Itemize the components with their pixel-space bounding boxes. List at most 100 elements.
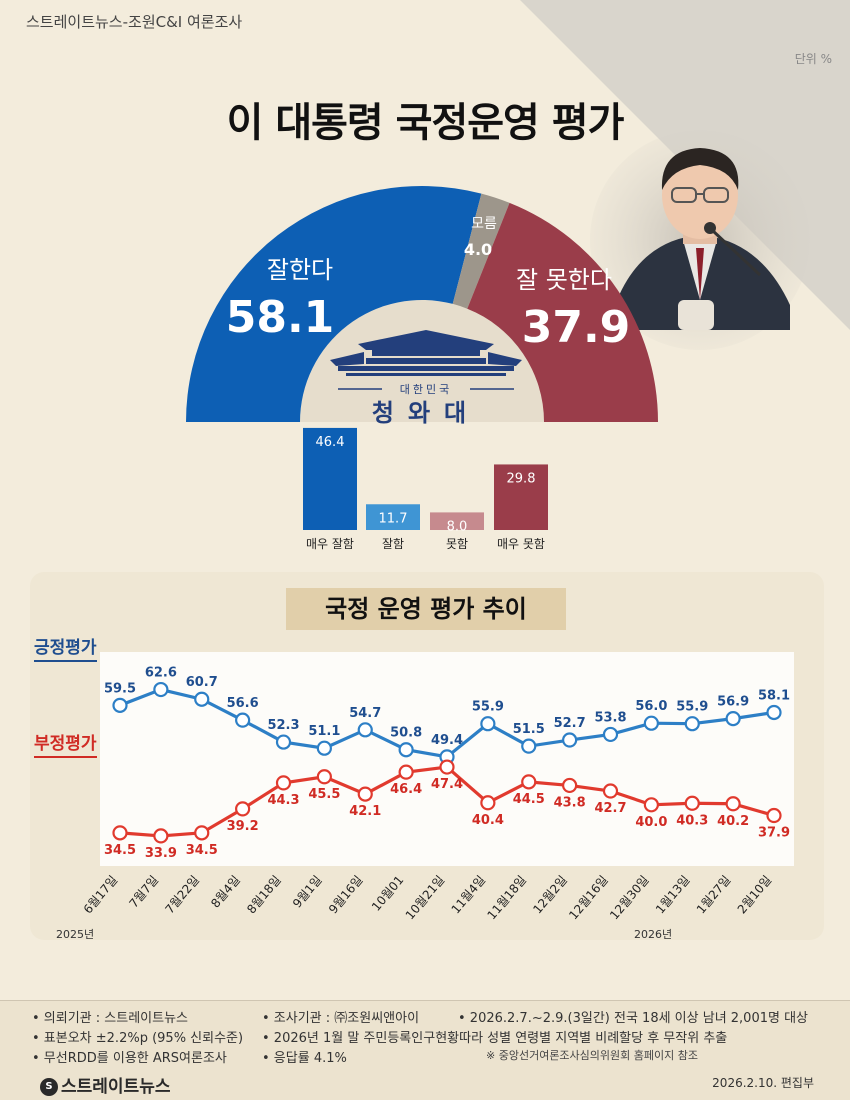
data-label: 54.7 [349,706,381,721]
point-positive [153,681,169,698]
point-positive [275,734,292,750]
point-negative [725,796,741,812]
footer [0,1000,850,1100]
x-tick-label: 7월7일 [126,873,161,911]
data-label: 40.4 [472,813,504,828]
footer-client: • 의뢰기관 : 스트레이트뉴스 [32,1011,189,1026]
data-label: 50.8 [390,726,422,741]
point-negative [439,759,455,775]
donut-slice-negative [467,202,658,422]
point-positive [725,711,741,727]
data-label: 34.5 [104,843,136,858]
point-positive [480,716,496,732]
x-tick-label: 11월18일 [484,873,529,922]
trend-chart-title: 국정 운영 평가 추이 [286,588,566,630]
data-label: 39.2 [227,819,259,834]
data-label: 53.8 [594,710,626,725]
point-positive [562,732,578,748]
data-label: 40.2 [717,814,749,829]
data-label: 37.9 [758,826,790,841]
point-negative [194,825,210,841]
data-label: 49.4 [431,733,463,748]
page-title: 이 대통령 국정운영 평가 [226,100,625,146]
footer-method: • 무선RDD를 이용한 ARS여론조사 [32,1051,227,1066]
point-positive [112,697,128,713]
legend-positive: 긍정평가 [34,633,97,662]
point-negative [684,795,700,811]
x-tick-label: 10월21일 [403,873,448,922]
data-label: 40.0 [635,815,667,830]
point-negative [153,828,169,844]
point-positive [316,740,332,756]
brand-name: 스트레이트뉴스 [61,1077,171,1097]
data-label: 43.8 [554,795,586,810]
data-label: 42.7 [594,801,626,816]
x-tick-label: 12월30일 [607,873,652,922]
data-label: 42.1 [349,804,381,819]
footer-sampling: • 2026년 1월 말 주민등록인구현황따라 성별 연령별 지역별 비례할당 … [262,1031,728,1046]
emblem-top-text: 대한민국 [400,383,452,396]
point-negative [521,774,537,790]
footer-agency: • 조사기관 : ㈜조원씨앤아이 [262,1011,420,1026]
data-label: 33.9 [145,846,177,861]
bar-category: 매우 잘함 [306,537,354,551]
footer-error: • 표본오차 ±2.2%p (95% 신뢰수준) [32,1031,244,1046]
x-tick-label: 8월18일 [244,873,284,916]
footer-reference: ※ 중앙선거여론조사심의위원회 홈페이지 참조 [486,1049,698,1062]
data-label: 46.4 [390,782,422,797]
point-positive [684,716,700,732]
data-label: 44.3 [267,793,299,808]
x-tick-label: 1월13일 [653,873,693,916]
donut-slice-unknown [452,193,510,309]
emblem-name-text: 청와대 [372,398,480,427]
top-bar: 스트레이트뉴스-조원C&I 여론조사 [0,0,850,44]
bar-value: 11.7 [379,511,408,526]
value-unknown: 4.0 [464,240,492,259]
point-negative [316,769,332,785]
bar-category: 잘함 [382,537,404,551]
label-unknown: 모름 [471,216,497,232]
point-positive [235,712,251,728]
bar-category: 매우 못함 [497,537,545,551]
footer-date: 2026.2.10. 편집부 [712,1076,814,1090]
point-positive [521,738,537,754]
footer-period: • 2026.2.7.~2.9.(3일간) 전국 18세 이상 남녀 2,001… [458,1011,809,1026]
x-tick-label: 9월1일 [290,873,325,911]
x-tick-label: 7월22일 [162,873,202,916]
donut-slice-positive [186,186,482,422]
unit-label: 단위 % [794,52,832,66]
bar-3 [494,464,548,530]
bar-1 [366,504,420,530]
x-tick-label: 1월27일 [694,873,734,916]
data-label: 60.7 [186,675,218,690]
point-negative [112,825,128,841]
survey-source: 스트레이트뉴스-조원C&I 여론조사 [26,13,243,31]
bar-0 [303,427,357,530]
data-label: 45.5 [308,787,340,802]
data-label: 59.5 [104,681,136,696]
data-label: 40.3 [676,813,708,828]
x-tick-label: 6월17일 [81,873,121,916]
data-label: 44.5 [513,792,545,807]
bar-value: 46.4 [316,435,345,450]
x-tick-label: 8월4일 [208,873,243,911]
x-tick-label: 2월10일 [735,873,775,916]
footer-response: • 응답률 4.1% [262,1051,347,1066]
data-label: 34.5 [186,843,218,858]
bar-value: 8.0 [447,519,468,534]
data-label: 47.4 [431,777,463,792]
point-negative [275,775,292,791]
point-negative [357,786,373,802]
data-label: 52.3 [267,718,299,733]
year-label: 2026년 [634,928,672,941]
label-negative: 잘 못한다 [516,266,612,294]
x-tick-label: 12월16일 [566,873,611,922]
label-positive: 잘한다 [267,256,333,284]
data-label: 52.7 [554,716,586,731]
x-tick-label: 12월2일 [530,873,570,916]
point-positive [602,726,619,743]
brand-logo: S 스트레이트뉴스 [40,1072,170,1097]
point-positive [357,722,373,738]
